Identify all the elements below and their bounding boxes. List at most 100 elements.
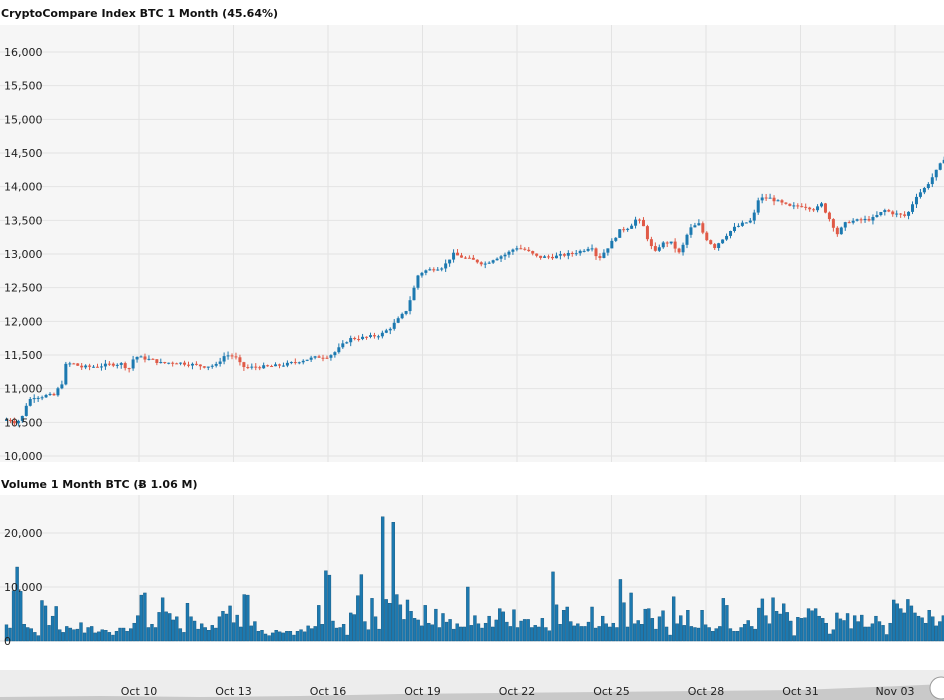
volume-bar (345, 634, 349, 642)
candle-body (851, 220, 855, 223)
candle-body (788, 203, 792, 206)
volume-bar (622, 602, 626, 642)
candle-body (713, 244, 717, 249)
candle-body (76, 363, 80, 366)
candle-body (218, 361, 222, 364)
volume-bar (682, 625, 686, 642)
candle-body (796, 205, 800, 207)
candle-body (543, 256, 547, 258)
candle-body (139, 356, 143, 358)
candle-body (574, 253, 578, 255)
candle-body (448, 259, 452, 264)
candle-body (202, 366, 206, 368)
candle-body (804, 206, 808, 208)
price-y-tick-label: 15,000 (4, 113, 43, 126)
volume-bar (395, 594, 399, 642)
candle-body (626, 228, 630, 230)
volume-bar (299, 629, 303, 642)
candle-body (289, 362, 293, 364)
volume-bar (813, 608, 818, 642)
volume-bar (270, 632, 275, 642)
candle-body (732, 226, 736, 231)
candle-body (483, 263, 487, 265)
volume-bar (643, 608, 647, 642)
candle-body (44, 395, 48, 398)
navigator-handle[interactable] (929, 676, 944, 700)
volume-bar (249, 625, 254, 642)
candle-body (863, 218, 867, 221)
candle-body (230, 355, 234, 357)
volume-bar (742, 624, 747, 642)
volume-bar (199, 623, 204, 642)
volume-bar (927, 610, 931, 642)
candle-body (341, 343, 345, 348)
volume-bar (462, 626, 466, 642)
candle-body (416, 275, 420, 288)
volume-bar (842, 620, 846, 642)
candle-body (107, 363, 111, 365)
candle-body (839, 227, 843, 235)
candle-body (337, 347, 341, 353)
volume-bar (483, 622, 488, 642)
volume-bar (118, 627, 122, 642)
candle-body (744, 222, 748, 224)
candle-body (372, 335, 376, 337)
volume-bar (409, 611, 413, 642)
volume-bar (281, 632, 285, 642)
volume-bar (817, 615, 821, 642)
candle-body (891, 211, 895, 215)
candle-body (649, 239, 653, 247)
candle-body (784, 202, 788, 204)
navigator[interactable] (0, 670, 944, 700)
volume-bar (43, 605, 48, 642)
price-y-tick-label: 13,000 (4, 248, 43, 261)
volume-bar (657, 616, 662, 642)
candle-body (444, 263, 448, 269)
price-y-tick-label: 14,000 (4, 181, 43, 194)
volume-bar (810, 610, 814, 642)
volume-bar (618, 579, 623, 642)
volume-bar (363, 621, 367, 642)
volume-bar (693, 627, 697, 642)
candle-body (68, 363, 72, 365)
candle-body (111, 363, 115, 366)
volume-bar (139, 594, 144, 642)
price-y-tick-label: 16,000 (4, 46, 43, 59)
candle-body (186, 364, 190, 366)
candle-body (677, 248, 681, 253)
volume-bar (8, 627, 12, 642)
candle-body (479, 262, 483, 265)
candle-body (835, 227, 839, 235)
volume-bar (625, 626, 630, 642)
volume-bar (129, 628, 133, 642)
price-y-tick-label: 11,000 (4, 383, 43, 396)
candle-body (72, 363, 76, 365)
volume-bar (664, 626, 669, 642)
candle-body (622, 229, 626, 231)
volume-bar (352, 614, 356, 642)
candle-body (400, 313, 404, 319)
volume-bar (668, 634, 672, 642)
volume-bar (654, 628, 658, 642)
volume-bar (217, 616, 222, 642)
volume-bar (661, 610, 665, 642)
volume-bar (451, 628, 456, 642)
volume-bar (224, 613, 229, 642)
volume-bar (349, 612, 353, 642)
price-y-tick-label: 13,500 (4, 214, 43, 227)
volume-bar (785, 612, 789, 642)
volume-bar (182, 632, 186, 642)
candle-body (598, 256, 602, 258)
volume-bar (579, 626, 584, 642)
price-chart-title: CryptoCompare Index BTC 1 Month (45.64%) (1, 7, 278, 20)
candle-body (16, 420, 20, 424)
candle-body (503, 254, 507, 257)
candle-body (242, 362, 246, 368)
candle-body (820, 203, 824, 207)
volume-bar (29, 628, 33, 642)
candle-body (689, 227, 693, 235)
volume-bar (884, 634, 889, 642)
candle-body (590, 248, 594, 250)
volume-bar (512, 609, 516, 642)
